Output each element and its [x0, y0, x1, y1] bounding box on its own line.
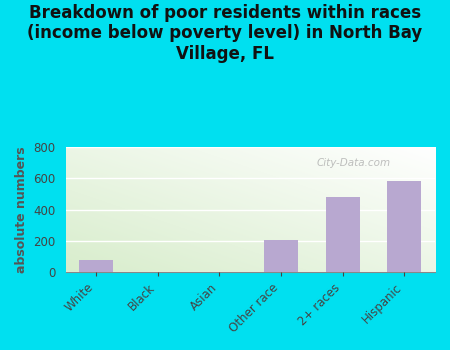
Bar — [387, 181, 421, 272]
Bar — [79, 260, 113, 272]
Bar — [326, 197, 360, 272]
Text: City-Data.com: City-Data.com — [317, 158, 391, 168]
Y-axis label: absolute numbers: absolute numbers — [15, 146, 28, 273]
Text: Breakdown of poor residents within races
(income below poverty level) in North B: Breakdown of poor residents within races… — [27, 4, 423, 63]
Bar — [264, 240, 298, 272]
